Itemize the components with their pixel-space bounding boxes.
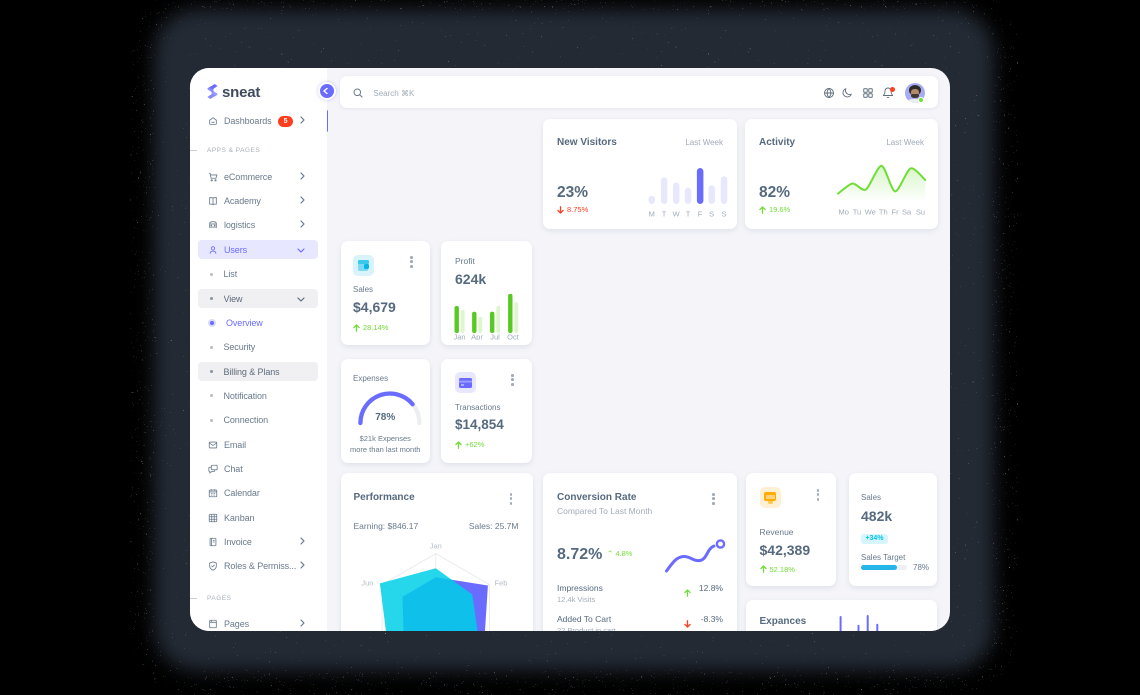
svg-text:Oct: Oct <box>507 333 520 341</box>
svg-text:Sa: Sa <box>902 208 912 217</box>
svg-text:Jan: Jan <box>429 542 441 551</box>
svg-text:Th: Th <box>879 208 888 217</box>
svg-text:S: S <box>721 210 726 219</box>
svg-text:S: S <box>709 210 714 219</box>
svg-text:Mo: Mo <box>838 208 848 217</box>
svg-text:F: F <box>698 210 703 219</box>
svg-text:Fr: Fr <box>892 208 900 217</box>
svg-text:T: T <box>686 210 691 219</box>
svg-text:Jun: Jun <box>361 579 373 588</box>
svg-text:W: W <box>672 210 680 219</box>
svg-text:Feb: Feb <box>494 579 507 588</box>
svg-text:Tu: Tu <box>853 208 861 217</box>
svg-text:Jan: Jan <box>453 333 465 341</box>
svg-text:T: T <box>662 210 667 219</box>
svg-text:Jul: Jul <box>490 333 500 341</box>
svg-text:Su: Su <box>916 208 925 217</box>
svg-text:We: We <box>865 208 876 217</box>
svg-text:M: M <box>648 210 654 219</box>
svg-text:Apr: Apr <box>471 333 483 341</box>
